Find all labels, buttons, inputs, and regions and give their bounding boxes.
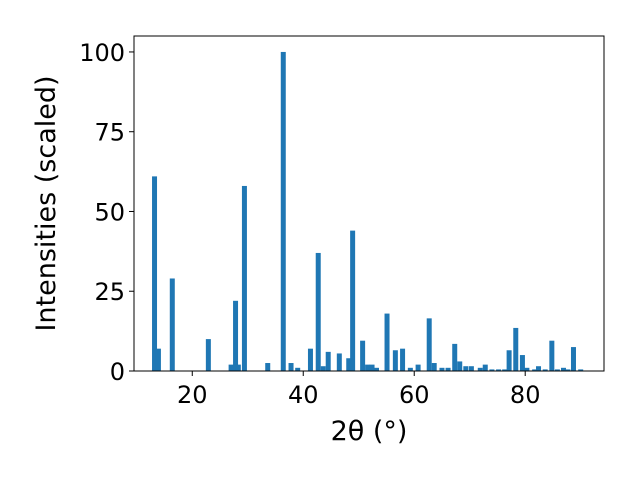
x-axis: 20 40 60 80: [177, 371, 540, 409]
bar: [325, 351, 331, 371]
bar: [415, 364, 421, 371]
bar: [155, 348, 161, 371]
bar: [228, 364, 234, 371]
bar: [320, 366, 326, 371]
bar: [426, 318, 432, 371]
bar: [407, 367, 413, 371]
x-tick-label: 20: [177, 381, 208, 409]
bar: [506, 350, 512, 371]
bar: [565, 369, 571, 371]
bar: [315, 252, 321, 371]
bar-series: [152, 51, 584, 371]
bar: [524, 367, 530, 371]
bar: [400, 348, 406, 371]
bar: [560, 367, 566, 371]
bar: [205, 339, 211, 371]
bar: [482, 364, 488, 371]
bar: [431, 363, 437, 371]
y-tick-label: 50: [94, 198, 125, 226]
plot-frame: [133, 35, 605, 372]
bar: [169, 278, 175, 371]
bar: [463, 366, 469, 371]
bar: [295, 367, 301, 371]
bar: [373, 367, 379, 371]
bar: [554, 369, 560, 371]
y-axis: 0 25 50 75 100: [79, 39, 134, 386]
bar: [513, 327, 519, 371]
bar: [392, 350, 398, 371]
y-tick-label: 0: [110, 358, 125, 386]
bar: [307, 348, 313, 371]
bar: [489, 369, 495, 371]
bar: [452, 343, 458, 371]
y-tick-label: 75: [94, 119, 125, 147]
bar: [532, 369, 538, 371]
bar: [502, 369, 508, 371]
bar: [336, 353, 342, 371]
x-axis-label: 2θ (°): [331, 416, 408, 447]
bar: [468, 366, 474, 371]
bar: [346, 358, 352, 371]
bar: [439, 367, 445, 371]
x-tick-label: 40: [288, 381, 319, 409]
bar: [369, 364, 375, 371]
bar: [542, 369, 548, 371]
bar: [350, 230, 356, 371]
bar: [578, 369, 584, 371]
x-tick-label: 60: [399, 381, 430, 409]
y-axis-label: Intensities (scaled): [31, 75, 62, 331]
bar: [288, 363, 294, 371]
bar: [233, 300, 239, 371]
bar: [570, 347, 576, 371]
bar: [477, 367, 483, 371]
bar: [519, 355, 525, 371]
bar: [241, 185, 247, 371]
y-tick-label: 25: [94, 278, 125, 306]
bar: [445, 367, 451, 371]
bar: [457, 361, 463, 371]
bar: [549, 340, 555, 371]
bar: [365, 364, 371, 371]
bar: [152, 176, 158, 371]
bar: [235, 364, 241, 371]
x-tick-label: 80: [510, 381, 541, 409]
bar: [280, 51, 286, 371]
bar: [536, 366, 542, 371]
y-tick-label: 100: [79, 39, 125, 67]
bar: [360, 340, 366, 371]
bar: [496, 369, 502, 371]
bar: [265, 363, 271, 371]
bar: [384, 313, 390, 371]
